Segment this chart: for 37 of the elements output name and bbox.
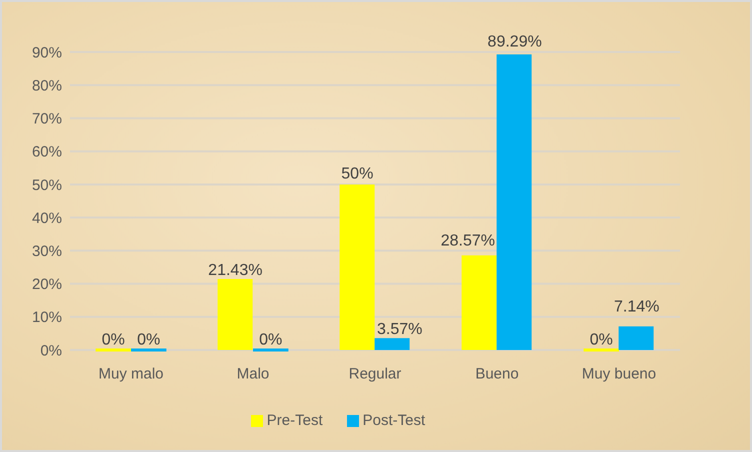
bar: [218, 279, 253, 350]
bar: [340, 184, 375, 350]
data-label: 7.14%: [614, 298, 660, 316]
data-label: 0%: [102, 332, 125, 348]
x-tick-label: Muy bueno: [582, 366, 656, 383]
y-tick-label: 30%: [32, 242, 62, 260]
data-label: 0%: [259, 332, 282, 348]
y-tick-label: 50%: [32, 176, 62, 194]
bar: [96, 348, 131, 352]
legend-label: Post-Test: [362, 412, 426, 429]
x-tick-label: Muy malo: [98, 366, 164, 383]
data-label: 89.29%: [488, 33, 542, 50]
bar: [496, 54, 532, 350]
y-tick-label: 20%: [32, 276, 62, 294]
data-label: 0%: [590, 332, 613, 348]
bar: [584, 348, 619, 352]
legend-label: Pre-Test: [266, 412, 323, 429]
x-tick-label: Bueno: [475, 366, 519, 383]
x-tick-label: Regular: [348, 366, 402, 383]
bar: [462, 255, 497, 350]
y-tick-label: 40%: [32, 210, 62, 227]
y-tick-label: 70%: [32, 110, 62, 128]
y-tick-label: 90%: [32, 44, 62, 62]
data-label: 3.57%: [377, 321, 422, 338]
bar: [374, 338, 410, 350]
y-tick-label: 0%: [40, 342, 62, 360]
data-label: 50%: [341, 165, 374, 182]
data-label: 0%: [137, 332, 160, 348]
bar: [618, 326, 654, 350]
y-tick-label: 10%: [32, 309, 62, 326]
y-tick-label: 60%: [32, 144, 62, 161]
bar: [253, 348, 288, 352]
y-tick-label: 80%: [32, 77, 62, 94]
data-label: 28.57%: [440, 232, 495, 250]
x-tick-label: Malo: [236, 366, 270, 383]
data-label: 21.43%: [208, 262, 262, 280]
bar: [131, 348, 166, 352]
